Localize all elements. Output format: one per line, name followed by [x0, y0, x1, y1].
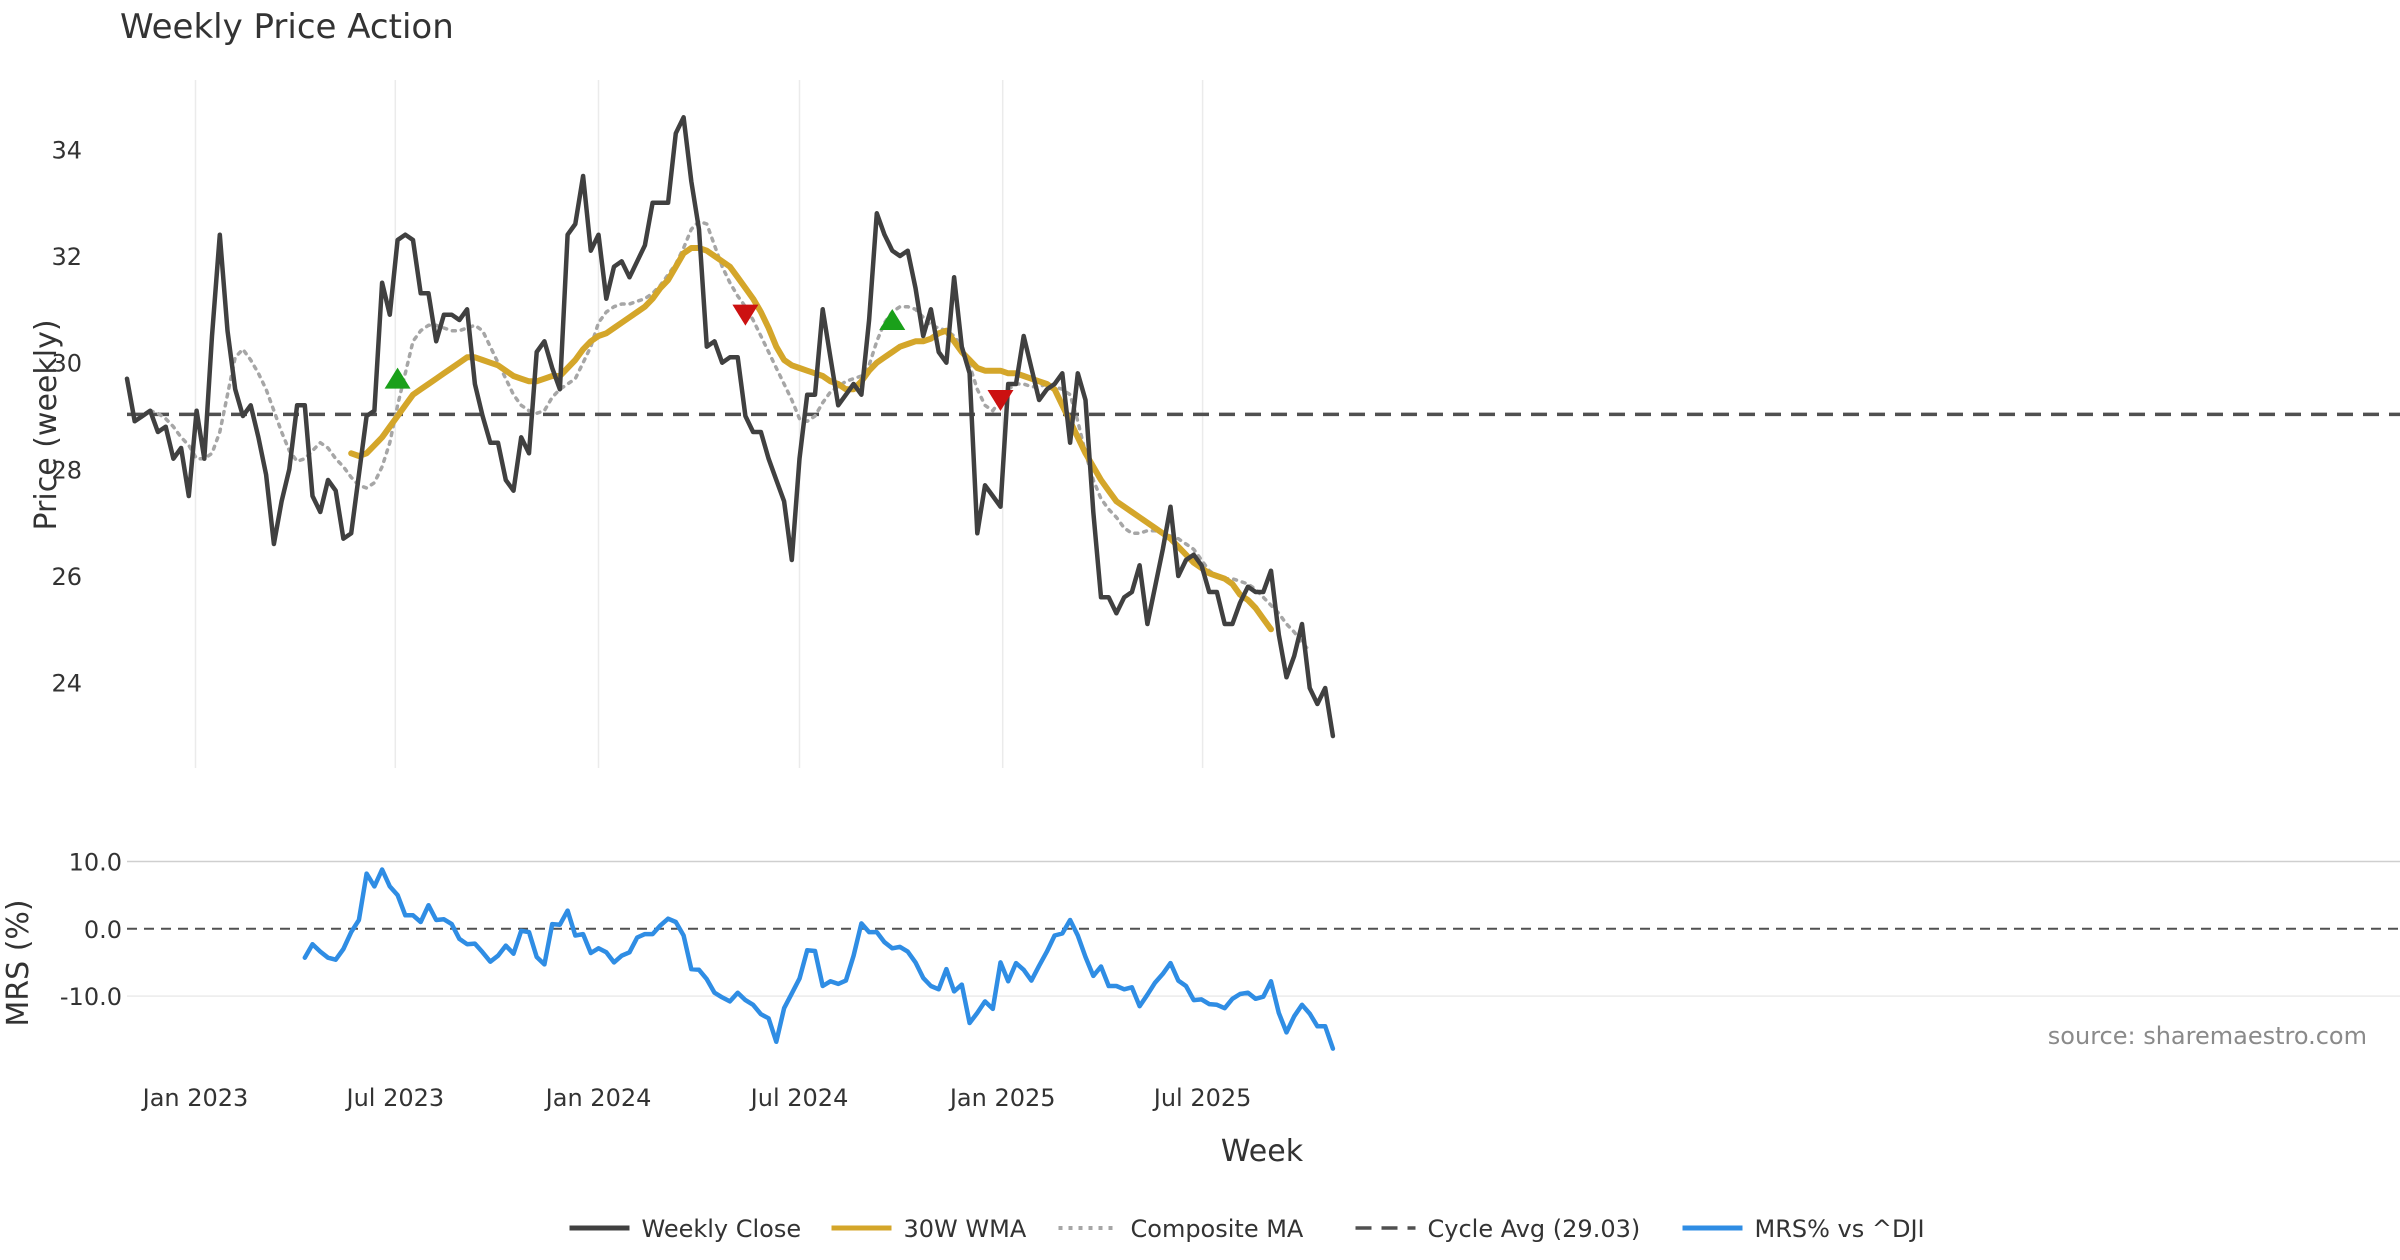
price-y-tick-label: 28 [51, 456, 82, 484]
weekly-close-line [124, 115, 1336, 739]
price-y-tick-label: 32 [51, 243, 82, 271]
price-y-axis-label: Price (weekly) [29, 319, 64, 530]
signal-markers [384, 304, 1014, 411]
price-y-tick-label: 34 [51, 136, 82, 164]
legend: Weekly Close 30W WMA Composite MA Cycle Avg… [569, 1215, 1925, 1243]
legend-label: Weekly Close [642, 1215, 802, 1243]
legend-item: Cycle Avg (29.03) [1355, 1215, 1641, 1243]
legend-label: Cycle Avg (29.03) [1428, 1215, 1641, 1243]
legend-label: 30W WMA [904, 1215, 1027, 1243]
legend-item: MRS% vs ^DJI [1682, 1215, 1925, 1243]
x-ticks: Jan 2023 Jul 2023 Jan 2024 Jul 2024 Jan 2025… [141, 1084, 1252, 1112]
x-tick-label: Jan 2024 [544, 1084, 652, 1112]
sell-signal-marker [732, 304, 759, 326]
30w-wma-line [348, 245, 1274, 633]
buy-signal-marker [879, 309, 906, 330]
mrs-y-ticks: 10.0 0.0 -10.0 [60, 848, 122, 1011]
mrs-grid [127, 860, 2400, 997]
composite-ma-line [148, 219, 1312, 653]
chart-title: Weekly Price Action [120, 7, 454, 47]
mrs-line [302, 867, 1336, 1051]
sell-signal-marker [987, 390, 1014, 411]
price-grid [194, 80, 1204, 768]
legend-item: 30W WMA [831, 1215, 1027, 1243]
price-y-tick-label: 30 [51, 350, 82, 378]
buy-signal-marker [384, 367, 411, 389]
x-axis-label: Week [1221, 1134, 1304, 1169]
legend-item: Composite MA [1058, 1215, 1304, 1243]
price-y-ticks: 24 26 28 30 32 34 [51, 136, 82, 697]
mrs-y-tick-label: 10.0 [69, 848, 122, 876]
x-tick-label: Jan 2025 [948, 1084, 1056, 1112]
mrs-y-axis-label: MRS (%) [1, 899, 36, 1026]
x-tick-label: Jul 2023 [345, 1084, 445, 1112]
price-y-tick-label: 24 [51, 670, 82, 698]
x-tick-label: Jan 2023 [141, 1084, 249, 1112]
mrs-y-tick-label: 0.0 [84, 916, 122, 944]
mrs-y-tick-label: -10.0 [60, 983, 122, 1011]
x-tick-label: Jul 2025 [1152, 1084, 1252, 1112]
mrs-series [302, 867, 1336, 1051]
legend-label: MRS% vs ^DJI [1755, 1215, 1925, 1243]
price-y-tick-label: 26 [51, 563, 82, 591]
legend-label: Composite MA [1131, 1215, 1304, 1243]
x-tick-label: Jul 2024 [749, 1084, 849, 1112]
source-note: source: sharemaestro.com [2048, 1022, 2367, 1050]
legend-item: Weekly Close [569, 1215, 802, 1243]
price-series [124, 115, 2400, 739]
